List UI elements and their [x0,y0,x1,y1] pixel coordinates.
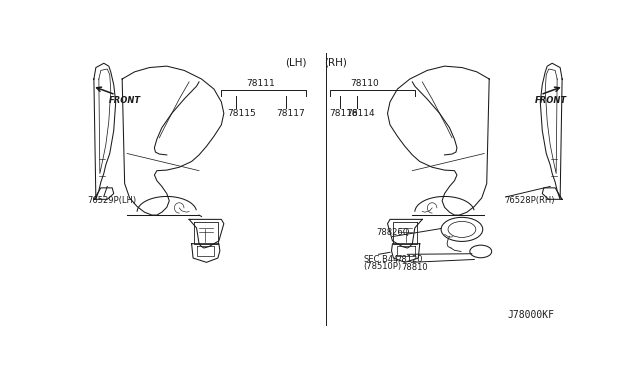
Text: 78116: 78116 [329,109,358,118]
Text: 78114: 78114 [346,109,375,118]
Text: 78117: 78117 [276,109,305,118]
Text: 78810: 78810 [401,263,428,272]
Text: 78826Q: 78826Q [376,228,410,237]
Text: J78000KF: J78000KF [508,310,554,320]
Text: 78111: 78111 [246,79,275,88]
Text: (LH): (LH) [285,58,307,68]
Text: 76528P(RH): 76528P(RH) [504,196,555,205]
Text: (78510P): (78510P) [364,262,402,271]
Text: 76529P(LH): 76529P(LH) [88,196,136,205]
Text: FRONT: FRONT [535,96,568,105]
Text: 78120: 78120 [396,255,423,264]
Text: FRONT: FRONT [109,96,141,105]
Text: (RH): (RH) [324,58,347,68]
Text: SEC.B44: SEC.B44 [364,255,399,264]
Text: 78115: 78115 [227,109,255,118]
Text: 78110: 78110 [350,79,379,88]
